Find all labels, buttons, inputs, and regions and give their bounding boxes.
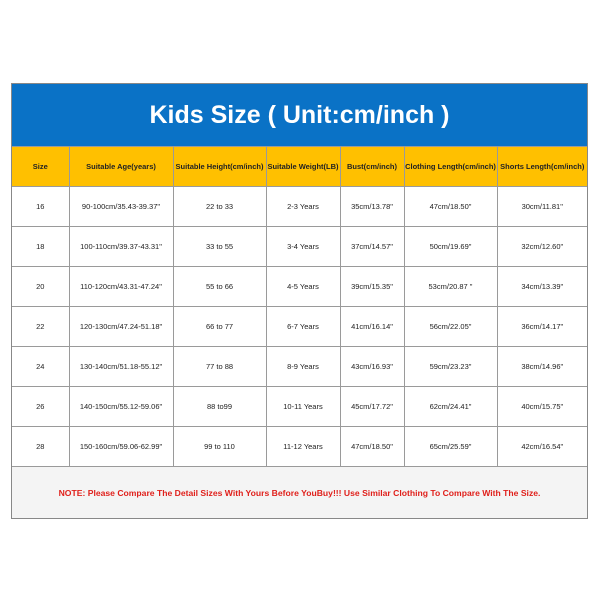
size-note: NOTE: Please Compare The Detail Sizes Wi… — [12, 467, 587, 518]
table-cell: 38cm/14.96" — [496, 346, 587, 387]
table-cell: 33 to 55 — [172, 226, 267, 267]
size-table: Size Suitable Age(years) Suitable Height(c… — [12, 146, 587, 467]
table-cell: 120-130cm/47.24-51.18" — [68, 306, 174, 347]
table-cell: 34cm/13.39" — [496, 266, 587, 307]
table-cell: 28 — [12, 426, 70, 467]
table-cell: 56cm/22.05" — [403, 306, 498, 347]
table-cell: 39cm/15.35" — [339, 266, 405, 307]
chart-title: Kids Size ( Unit:cm/inch ) — [12, 84, 587, 146]
table-cell: 100-110cm/39.37-43.31" — [68, 226, 174, 267]
header-row: Size Suitable Age(years) Suitable Height(c… — [12, 146, 587, 187]
table-row: 24 130-140cm/51.18-55.12" 77 to 88 8-9 Year… — [12, 346, 587, 387]
table-cell: 66 to 77 — [172, 306, 267, 347]
table-cell: 42cm/16.54" — [496, 426, 587, 467]
column-header: Bust(cm/inch) — [339, 146, 405, 187]
size-chart: Kids Size ( Unit:cm/inch ) Size Suitable … — [11, 83, 588, 519]
table-cell: 20 — [12, 266, 70, 307]
table-cell: 35cm/13.78" — [339, 186, 405, 227]
table-cell: 26 — [12, 386, 70, 427]
table-cell: 10-11 Years — [265, 386, 341, 427]
table-row: 16 90-100cm/35.43-39.37" 22 to 33 2-3 Years… — [12, 186, 587, 227]
table-cell: 150-160cm/59.06-62.99" — [68, 426, 174, 467]
table-cell: 37cm/14.57" — [339, 226, 405, 267]
column-header: Suitable Weight(LB) — [265, 146, 341, 187]
table-cell: 62cm/24.41" — [403, 386, 498, 427]
column-header: Shorts Length(cm/inch) — [496, 146, 587, 187]
table-cell: 50cm/19.69" — [403, 226, 498, 267]
table-cell: 4-5 Years — [265, 266, 341, 307]
table-row: 22 120-130cm/47.24-51.18" 66 to 77 6-7 Year… — [12, 306, 587, 347]
column-header: Clothing Length(cm/inch) — [403, 146, 498, 187]
table-cell: 140-150cm/55.12-59.06" — [68, 386, 174, 427]
table-cell: 18 — [12, 226, 70, 267]
table-cell: 43cm/16.93" — [339, 346, 405, 387]
table-cell: 53cm/20.87 " — [403, 266, 498, 307]
table-cell: 47cm/18.50" — [403, 186, 498, 227]
table-cell: 41cm/16.14" — [339, 306, 405, 347]
table-cell: 36cm/14.17" — [496, 306, 587, 347]
table-cell: 40cm/15.75" — [496, 386, 587, 427]
table-cell: 3-4 Years — [265, 226, 341, 267]
table-cell: 65cm/25.59" — [403, 426, 498, 467]
table-cell: 59cm/23.23" — [403, 346, 498, 387]
table-row: 28 150-160cm/59.06-62.99" 99 to 110 11-12 Y… — [12, 426, 587, 467]
table-cell: 2-3 Years — [265, 186, 341, 227]
table-cell: 88 to99 — [172, 386, 267, 427]
table-row: 26 140-150cm/55.12-59.06" 88 to99 10-11 Yea… — [12, 386, 587, 427]
table-cell: 32cm/12.60" — [496, 226, 587, 267]
table-row: 20 110-120cm/43.31-47.24" 55 to 66 4-5 Year… — [12, 266, 587, 307]
table-row: 18 100-110cm/39.37-43.31" 33 to 55 3-4 Year… — [12, 226, 587, 267]
column-header: Suitable Height(cm/inch) — [172, 146, 267, 187]
table-cell: 99 to 110 — [172, 426, 267, 467]
table-cell: 16 — [12, 186, 70, 227]
table-cell: 110-120cm/43.31-47.24" — [68, 266, 174, 307]
table-cell: 24 — [12, 346, 70, 387]
table-cell: 22 to 33 — [172, 186, 267, 227]
table-cell: 11-12 Years — [265, 426, 341, 467]
column-header: Suitable Age(years) — [68, 146, 174, 187]
table-cell: 30cm/11.81" — [496, 186, 587, 227]
table-cell: 45cm/17.72" — [339, 386, 405, 427]
table-cell: 22 — [12, 306, 70, 347]
table-cell: 130-140cm/51.18-55.12" — [68, 346, 174, 387]
table-cell: 77 to 88 — [172, 346, 267, 387]
table-cell: 55 to 66 — [172, 266, 267, 307]
table-cell: 8-9 Years — [265, 346, 341, 387]
table-cell: 90-100cm/35.43-39.37" — [68, 186, 174, 227]
column-header: Size — [12, 146, 70, 187]
table-cell: 47cm/18.50" — [339, 426, 405, 467]
table-cell: 6-7 Years — [265, 306, 341, 347]
